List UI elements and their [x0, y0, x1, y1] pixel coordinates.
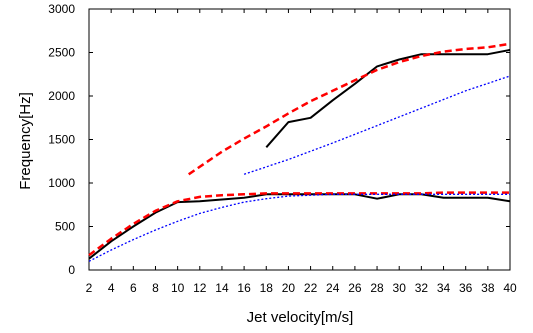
x-tick-label: 16 [237, 281, 251, 295]
x-tick-label: 38 [481, 281, 495, 295]
data-series [88, 42, 511, 262]
x-tick-label: 4 [108, 281, 115, 295]
x-tick-label: 18 [260, 281, 274, 295]
x-tick-label: 2 [86, 281, 93, 295]
x-tick-label: 22 [304, 281, 318, 295]
plot-frame [88, 8, 511, 271]
x-axis-ticks: 2 4 6 8 10 12 14 16 18 20 22 24 26 28 30 32 34 36 38 40 [86, 9, 517, 295]
x-tick-label: 14 [215, 281, 229, 295]
y-tick-label: 0 [68, 263, 75, 277]
y-tick-label: 500 [55, 220, 75, 234]
x-axis-title: Jet velocity[m/s] [247, 309, 354, 326]
x-tick-label: 34 [437, 281, 451, 295]
blue-dotted-series-line [88, 193, 510, 262]
red-dashed-series-line [88, 191, 510, 257]
x-tick-label: 28 [370, 281, 384, 295]
x-tick-label: 32 [415, 281, 429, 295]
black-solid-series-line [88, 193, 511, 260]
x-tick-label: 24 [326, 281, 340, 295]
blue-dotted-series-line [243, 75, 511, 175]
y-axis-title: Frequency[Hz] [17, 92, 34, 190]
x-tick-label: 12 [193, 281, 207, 295]
x-tick-label: 10 [171, 281, 185, 295]
y-tick-label: 3000 [48, 2, 75, 16]
x-tick-label: 6 [130, 281, 137, 295]
y-axis-ticks: 0 500 1000 1500 2000 2500 3000 [48, 2, 510, 277]
y-tick-label: 1500 [48, 133, 75, 147]
x-tick-label: 20 [282, 281, 296, 295]
x-tick-label: 40 [503, 281, 517, 295]
x-tick-label: 26 [348, 281, 362, 295]
x-tick-label: 8 [152, 281, 159, 295]
y-tick-label: 2000 [48, 89, 75, 103]
x-tick-label: 36 [459, 281, 473, 295]
red-dashed-series-line [187, 42, 511, 176]
y-tick-label: 2500 [48, 46, 75, 60]
y-tick-label: 1000 [48, 176, 75, 190]
x-tick-label: 30 [393, 281, 407, 295]
black-solid-series-line [265, 48, 511, 148]
